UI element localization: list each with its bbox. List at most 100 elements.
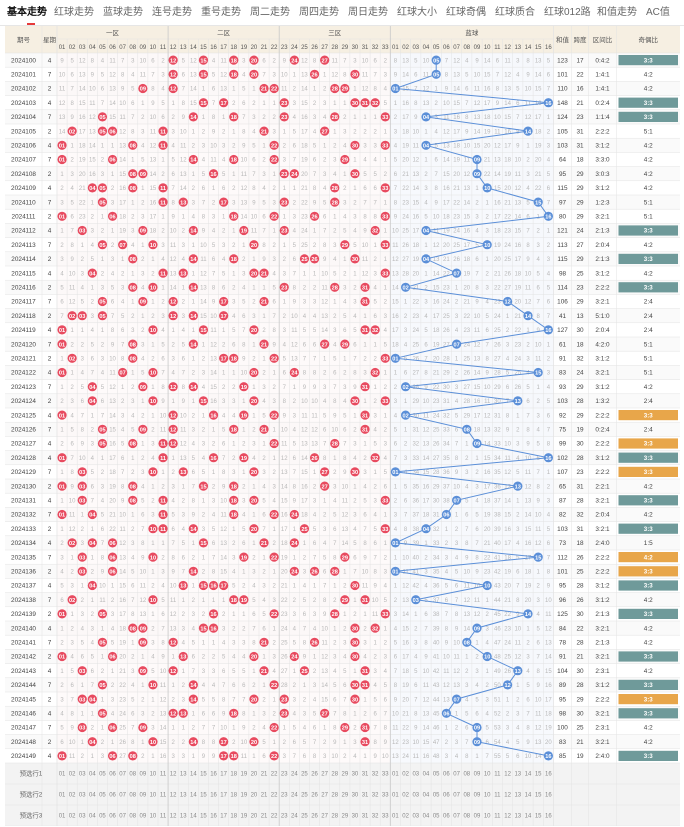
preselect-red-num[interactable]: 30 bbox=[352, 814, 359, 820]
preselect-blue-num[interactable]: 13 bbox=[514, 772, 521, 778]
preselect-blue-num[interactable]: 06 bbox=[443, 814, 450, 820]
preselect-red-num[interactable]: 29 bbox=[342, 772, 349, 778]
preselect-red-num[interactable]: 25 bbox=[301, 814, 308, 820]
preselect-red-num[interactable]: 25 bbox=[301, 793, 308, 799]
preselect-red-num[interactable]: 32 bbox=[372, 793, 379, 799]
preselect-red-num[interactable]: 06 bbox=[109, 793, 116, 799]
preselect-blue-num[interactable]: 05 bbox=[433, 793, 440, 799]
preselect-red-num[interactable]: 10 bbox=[150, 793, 157, 799]
preselect-red-num[interactable]: 07 bbox=[119, 772, 126, 778]
preselect-blue-num[interactable]: 12 bbox=[504, 814, 511, 820]
preselect-red-num[interactable]: 23 bbox=[281, 814, 288, 820]
preselect-blue-num[interactable]: 06 bbox=[443, 772, 450, 778]
preselect-red-num[interactable]: 02 bbox=[69, 814, 76, 820]
preselect-red-num[interactable]: 27 bbox=[321, 814, 328, 820]
preselect-blue-num[interactable]: 03 bbox=[412, 793, 419, 799]
preselect-red-num[interactable]: 32 bbox=[372, 814, 379, 820]
preselect-red-num[interactable]: 03 bbox=[79, 793, 86, 799]
tab-3[interactable]: 连号走势 bbox=[152, 6, 192, 18]
preselect-blue-num[interactable]: 14 bbox=[525, 814, 532, 820]
preselect-red-num[interactable]: 25 bbox=[301, 772, 308, 778]
preselect-red-num[interactable]: 14 bbox=[190, 772, 197, 778]
preselect-blue-num[interactable]: 05 bbox=[433, 814, 440, 820]
preselect-red-num[interactable]: 16 bbox=[210, 772, 217, 778]
preselect-red-num[interactable]: 14 bbox=[190, 793, 197, 799]
preselect-red-num[interactable]: 15 bbox=[200, 793, 207, 799]
preselect-blue-num[interactable]: 01 bbox=[392, 793, 399, 799]
preselect-blue-num[interactable]: 13 bbox=[514, 793, 521, 799]
preselect-blue-num[interactable]: 08 bbox=[463, 793, 470, 799]
tab-8[interactable]: 红球大小 bbox=[397, 6, 437, 18]
tab-4[interactable]: 重号走势 bbox=[201, 6, 241, 18]
preselect-blue-num[interactable]: 03 bbox=[412, 772, 419, 778]
tab-0[interactable]: 基本走势 bbox=[7, 0, 54, 25]
tab-6[interactable]: 周四走势 bbox=[299, 6, 339, 18]
preselect-blue-num[interactable]: 04 bbox=[423, 793, 430, 799]
preselect-red-num[interactable]: 18 bbox=[230, 772, 237, 778]
preselect-red-num[interactable]: 06 bbox=[109, 814, 116, 820]
preselect-red-num[interactable]: 10 bbox=[150, 814, 157, 820]
preselect-red-num[interactable]: 04 bbox=[89, 772, 96, 778]
preselect-red-num[interactable]: 01 bbox=[59, 793, 66, 799]
preselect-red-num[interactable]: 12 bbox=[170, 793, 177, 799]
preselect-red-num[interactable]: 22 bbox=[271, 814, 278, 820]
preselect-red-num[interactable]: 08 bbox=[129, 814, 136, 820]
tab-13[interactable]: AC值 bbox=[646, 6, 670, 18]
preselect-red-num[interactable]: 26 bbox=[311, 793, 318, 799]
preselect-red-num[interactable]: 15 bbox=[200, 772, 207, 778]
preselect-red-num[interactable]: 09 bbox=[140, 772, 147, 778]
preselect-blue-num[interactable]: 09 bbox=[474, 772, 481, 778]
preselect-red-num[interactable]: 04 bbox=[89, 793, 96, 799]
preselect-red-num[interactable]: 19 bbox=[241, 772, 248, 778]
preselect-red-num[interactable]: 32 bbox=[372, 772, 379, 778]
preselect-red-num[interactable]: 02 bbox=[69, 772, 76, 778]
preselect-red-num[interactable]: 28 bbox=[331, 814, 338, 820]
preselect-red-num[interactable]: 12 bbox=[170, 772, 177, 778]
preselect-red-num[interactable]: 18 bbox=[230, 793, 237, 799]
preselect-red-num[interactable]: 31 bbox=[362, 772, 369, 778]
preselect-blue-num[interactable]: 10 bbox=[484, 793, 491, 799]
preselect-red-num[interactable]: 20 bbox=[251, 814, 258, 820]
preselect-blue-num[interactable]: 16 bbox=[545, 814, 552, 820]
tab-11[interactable]: 红球012路 bbox=[544, 6, 591, 18]
preselect-red-num[interactable]: 07 bbox=[119, 793, 126, 799]
preselect-blue-num[interactable]: 14 bbox=[525, 793, 532, 799]
preselect-blue-num[interactable]: 02 bbox=[402, 793, 409, 799]
preselect-red-num[interactable]: 23 bbox=[281, 793, 288, 799]
tab-10[interactable]: 红球质合 bbox=[495, 6, 535, 18]
preselect-blue-num[interactable]: 01 bbox=[392, 814, 399, 820]
preselect-red-num[interactable]: 08 bbox=[129, 793, 136, 799]
preselect-blue-num[interactable]: 02 bbox=[402, 772, 409, 778]
preselect-red-num[interactable]: 33 bbox=[382, 772, 389, 778]
preselect-red-num[interactable]: 19 bbox=[241, 814, 248, 820]
preselect-blue-num[interactable]: 10 bbox=[484, 814, 491, 820]
preselect-red-num[interactable]: 17 bbox=[220, 814, 227, 820]
preselect-red-num[interactable]: 22 bbox=[271, 772, 278, 778]
preselect-red-num[interactable]: 30 bbox=[352, 772, 359, 778]
preselect-red-num[interactable]: 24 bbox=[291, 793, 298, 799]
preselect-blue-num[interactable]: 11 bbox=[494, 793, 501, 799]
tab-9[interactable]: 红球奇偶 bbox=[446, 6, 486, 18]
preselect-red-num[interactable]: 21 bbox=[261, 772, 268, 778]
preselect-red-num[interactable]: 16 bbox=[210, 793, 217, 799]
preselect-red-num[interactable]: 18 bbox=[230, 814, 237, 820]
tab-12[interactable]: 和值走势 bbox=[597, 6, 637, 18]
preselect-blue-num[interactable]: 04 bbox=[423, 814, 430, 820]
preselect-red-num[interactable]: 21 bbox=[261, 814, 268, 820]
preselect-blue-num[interactable]: 03 bbox=[412, 814, 419, 820]
preselect-red-num[interactable]: 20 bbox=[251, 793, 258, 799]
preselect-blue-num[interactable]: 07 bbox=[453, 772, 460, 778]
preselect-red-num[interactable]: 17 bbox=[220, 793, 227, 799]
preselect-red-num[interactable]: 07 bbox=[119, 814, 126, 820]
preselect-red-num[interactable]: 10 bbox=[150, 772, 157, 778]
preselect-red-num[interactable]: 31 bbox=[362, 814, 369, 820]
preselect-blue-num[interactable]: 11 bbox=[494, 814, 501, 820]
preselect-red-num[interactable]: 13 bbox=[180, 793, 187, 799]
preselect-blue-num[interactable]: 15 bbox=[535, 772, 542, 778]
preselect-red-num[interactable]: 23 bbox=[281, 772, 288, 778]
preselect-red-num[interactable]: 19 bbox=[241, 793, 248, 799]
preselect-red-num[interactable]: 02 bbox=[69, 793, 76, 799]
preselect-blue-num[interactable]: 05 bbox=[433, 772, 440, 778]
preselect-red-num[interactable]: 26 bbox=[311, 772, 318, 778]
preselect-red-num[interactable]: 29 bbox=[342, 793, 349, 799]
